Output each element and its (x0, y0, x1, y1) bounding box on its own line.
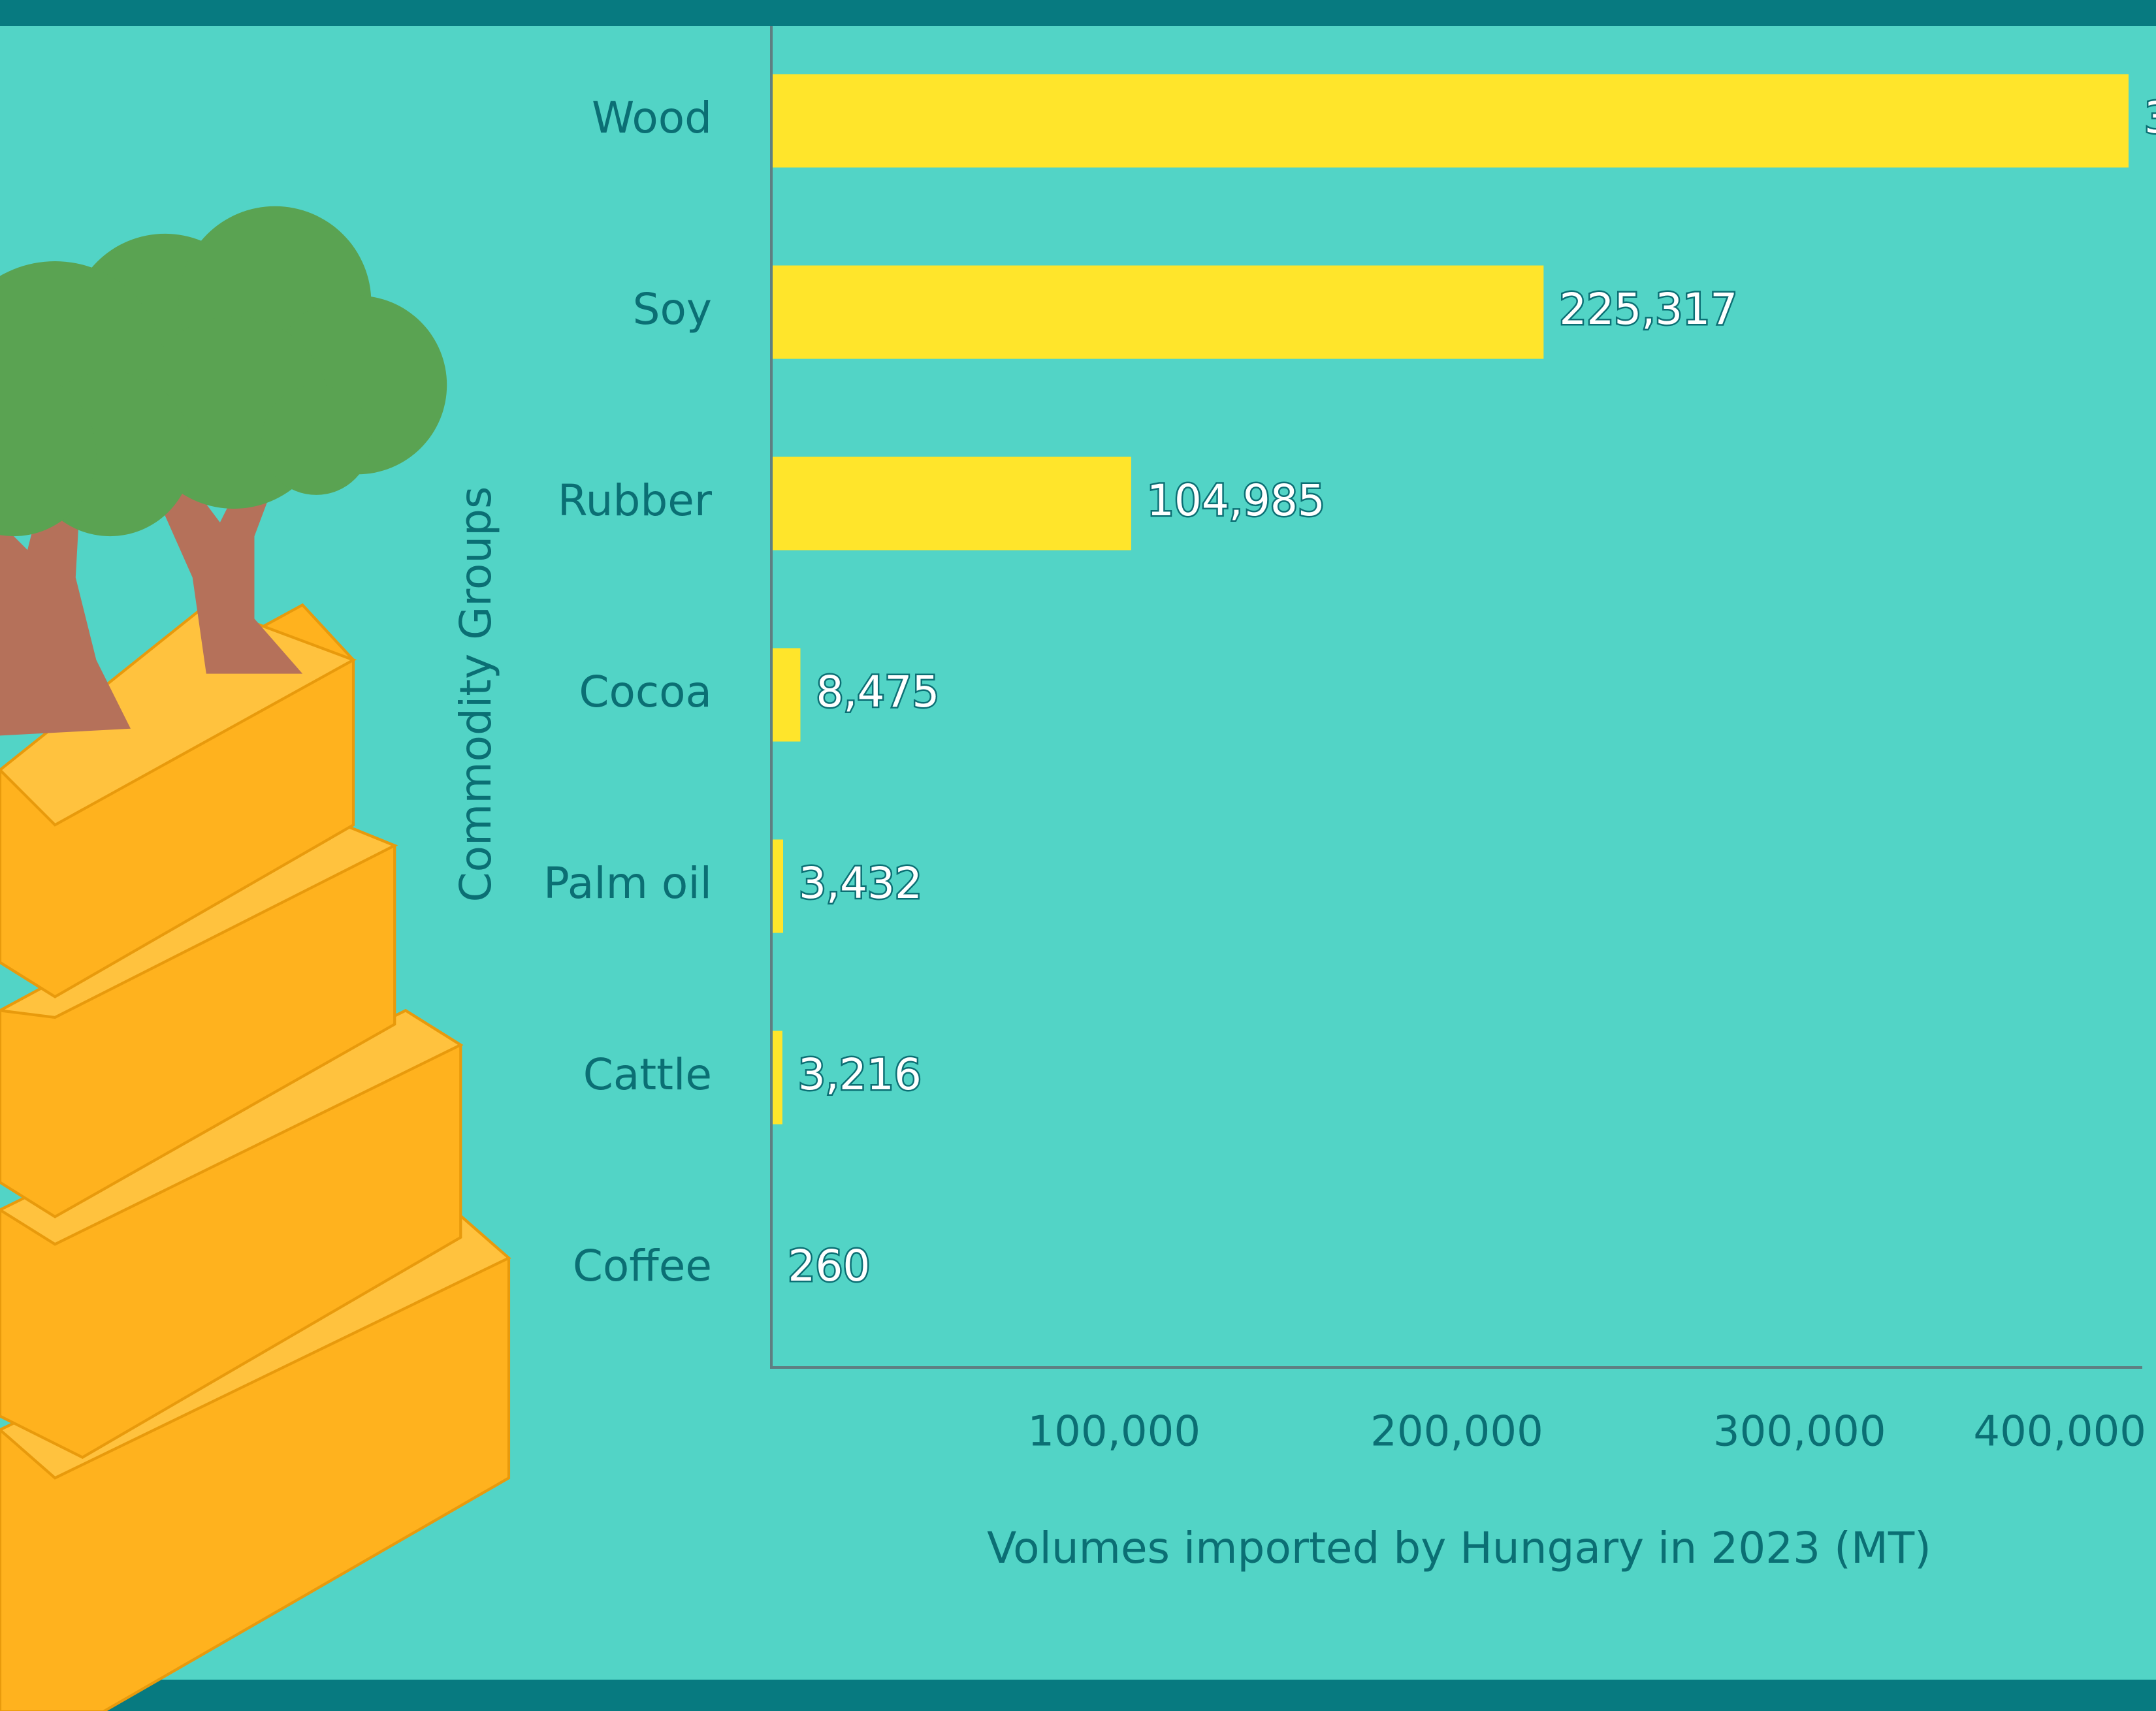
bar (773, 839, 784, 933)
x-tick-label: 100,000 (1027, 1408, 1200, 1456)
value-label: 8,475 (816, 667, 939, 717)
x-tick-label: 300,000 (1713, 1408, 1886, 1456)
bar (773, 456, 1131, 551)
value-label: 3,216 (798, 1049, 922, 1100)
category-label: Coffee (573, 1241, 712, 1291)
bar (773, 265, 1544, 359)
bar (773, 74, 2129, 168)
category-label: Wood (592, 93, 712, 143)
illustration (0, 206, 511, 1711)
category-label: Cocoa (579, 667, 712, 717)
category-label: Rubber (558, 475, 713, 526)
bar (773, 648, 801, 742)
category-label: Cattle (583, 1049, 712, 1100)
category-label: Soy (633, 284, 712, 334)
value-label: 396,000 (2144, 93, 2156, 143)
value-label: 260 (788, 1241, 870, 1291)
value-label: 104,985 (1147, 475, 1325, 526)
y-axis-title: Commodity Groups (451, 487, 501, 903)
category-label: Palm oil (543, 858, 712, 908)
value-label: 225,317 (1559, 284, 1737, 334)
top-band (0, 0, 2156, 26)
x-axis-title: Volumes imported by Hungary in 2023 (MT) (987, 1523, 1931, 1573)
bar (773, 1031, 782, 1125)
x-tick-label: 400,000 (1973, 1408, 2146, 1456)
value-label: 3,432 (799, 858, 922, 908)
x-tick-label: 200,000 (1370, 1408, 1543, 1456)
bottom-band (0, 1680, 2156, 1711)
